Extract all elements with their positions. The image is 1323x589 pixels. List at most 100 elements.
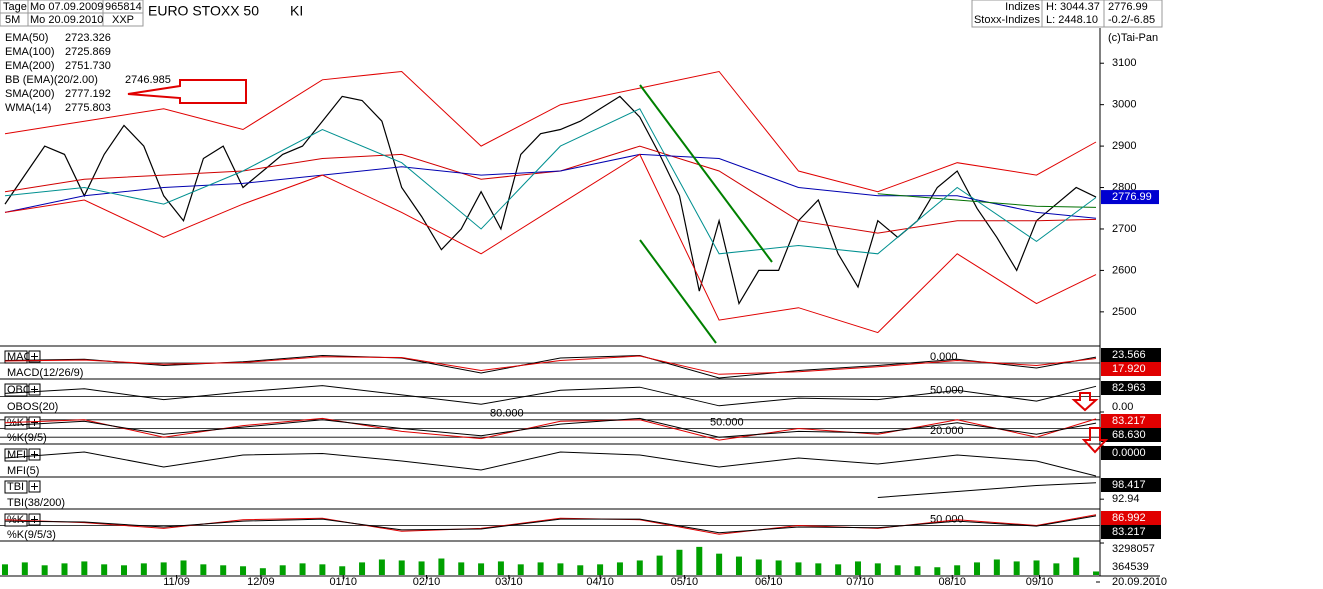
overlay-line <box>4 153 1097 334</box>
y-tick-label: 3100 <box>1112 57 1136 69</box>
legend-name: WMA(14) <box>5 102 51 114</box>
volume-bar <box>240 566 247 575</box>
plus-icon <box>31 451 38 458</box>
volume-bar <box>636 560 643 575</box>
volume-bar <box>81 561 88 575</box>
indicator-line <box>4 515 1097 534</box>
reading-label: 98.417 <box>1112 479 1146 491</box>
volume-bar <box>21 562 28 575</box>
volume-bar <box>279 565 286 575</box>
volume-bar <box>537 562 544 575</box>
volume-bar <box>1 564 8 575</box>
reading-box <box>1101 525 1161 539</box>
date-label: 20.09.2010 <box>1112 576 1167 588</box>
x-tick-label: 05/10 <box>671 576 699 588</box>
volume-bar <box>517 564 524 575</box>
arrow-annotation <box>127 79 247 104</box>
reading-label: 68.630 <box>1112 429 1146 441</box>
panel-subtitle: %K(9/5/3) <box>7 529 56 541</box>
legend-reading: 2777.192 <box>65 88 111 100</box>
reading-label: 17.920 <box>1112 363 1146 375</box>
reading-box <box>1101 362 1161 376</box>
legend-name: EMA(200) <box>5 60 55 72</box>
volume-bar <box>1033 560 1040 575</box>
x-tick-label: 03/10 <box>495 576 523 588</box>
panel-title: TBI <box>7 481 24 493</box>
legend-name: EMA(100) <box>5 46 55 58</box>
interval: 5M <box>5 14 20 26</box>
volume-bar <box>438 558 445 575</box>
last-price-label: 2776.99 <box>1112 191 1152 203</box>
overlay-line <box>4 70 1097 193</box>
plus-icon <box>31 353 38 360</box>
legend-reading: 2775.803 <box>65 102 111 114</box>
legend-name: EMA(50) <box>5 32 48 44</box>
volume-bar <box>577 565 584 575</box>
header-cell <box>1103 0 1163 28</box>
volume-bar <box>854 561 861 575</box>
overlay-line <box>877 193 1097 208</box>
level-label: 20.000 <box>930 425 964 437</box>
reading-label: 82.963 <box>1112 382 1146 394</box>
volume-bar <box>160 562 167 575</box>
y-tick-label: 2500 <box>1112 306 1136 318</box>
volume-bar <box>676 549 683 575</box>
legend-name: BB (EMA)(20/2.00) <box>5 74 98 86</box>
indicator-line <box>4 385 1097 407</box>
reading-label: 0.0000 <box>1112 447 1146 459</box>
y-tick-label: 92.94 <box>1112 493 1140 505</box>
x-tick-label: 08/10 <box>938 576 966 588</box>
volume-bar <box>378 559 385 575</box>
y-tick-label: 2900 <box>1112 140 1136 152</box>
volume-bar <box>299 563 306 575</box>
reading-label: 83.217 <box>1112 526 1146 538</box>
volume-bar <box>398 560 405 575</box>
change: -0.2/-6.85 <box>1108 14 1155 26</box>
instrument-title: EURO STOXX 50 <box>148 3 259 19</box>
x-tick-label: 07/10 <box>846 576 874 588</box>
annotations <box>127 79 1109 454</box>
panel-subtitle: %K(9/5) <box>7 432 47 444</box>
volume-bar <box>101 564 108 575</box>
volume-bar <box>180 560 187 575</box>
x-tick-label: 09/10 <box>1026 576 1054 588</box>
level-label: 50.000 <box>710 416 744 428</box>
panel-title-box <box>4 480 28 494</box>
legend-reading: 2725.869 <box>65 46 111 58</box>
indicator-line <box>4 354 1097 379</box>
category: Indizes <box>1005 1 1040 13</box>
legend-reading: 2723.326 <box>65 32 111 44</box>
reading-box <box>1101 511 1161 525</box>
panel-title: MFI <box>7 449 26 461</box>
arrow-annotation <box>1081 427 1109 454</box>
volume-bar <box>1053 563 1060 575</box>
volume-bar <box>220 565 227 575</box>
panel-subtitle: MFI(5) <box>7 465 39 477</box>
reading-box <box>1101 348 1161 362</box>
volume-bar <box>696 546 703 575</box>
volume-bar <box>1093 571 1100 575</box>
panel-subtitle: OBOS(20) <box>7 401 58 413</box>
group: Stoxx-Indizes <box>974 14 1041 26</box>
volume-bar <box>993 559 1000 575</box>
reading-box <box>1101 478 1161 492</box>
volume-bar <box>914 566 921 575</box>
y-tick-label: 0.00 <box>1112 401 1133 413</box>
indicator-line <box>877 482 1097 498</box>
x-tick-label: 11/09 <box>163 576 190 588</box>
plus-icon <box>31 419 38 426</box>
plus-icon <box>31 483 38 490</box>
arrow-annotation <box>1071 392 1099 412</box>
y-tick-label: 3298057 <box>1112 543 1155 555</box>
volume-bar <box>954 565 961 575</box>
from-date: Mo 07.09.2009 <box>30 1 103 13</box>
x-tick-label: 02/10 <box>413 576 441 588</box>
volume-bar <box>339 566 346 575</box>
reading-label: 23.566 <box>1112 349 1146 361</box>
panel-title-box <box>4 416 28 430</box>
level-label: 80.000 <box>490 408 524 420</box>
volume-bar <box>656 555 663 575</box>
header: Tage Mo 07.09.2009 965814 5M Mo 20.09.20… <box>0 0 1163 44</box>
